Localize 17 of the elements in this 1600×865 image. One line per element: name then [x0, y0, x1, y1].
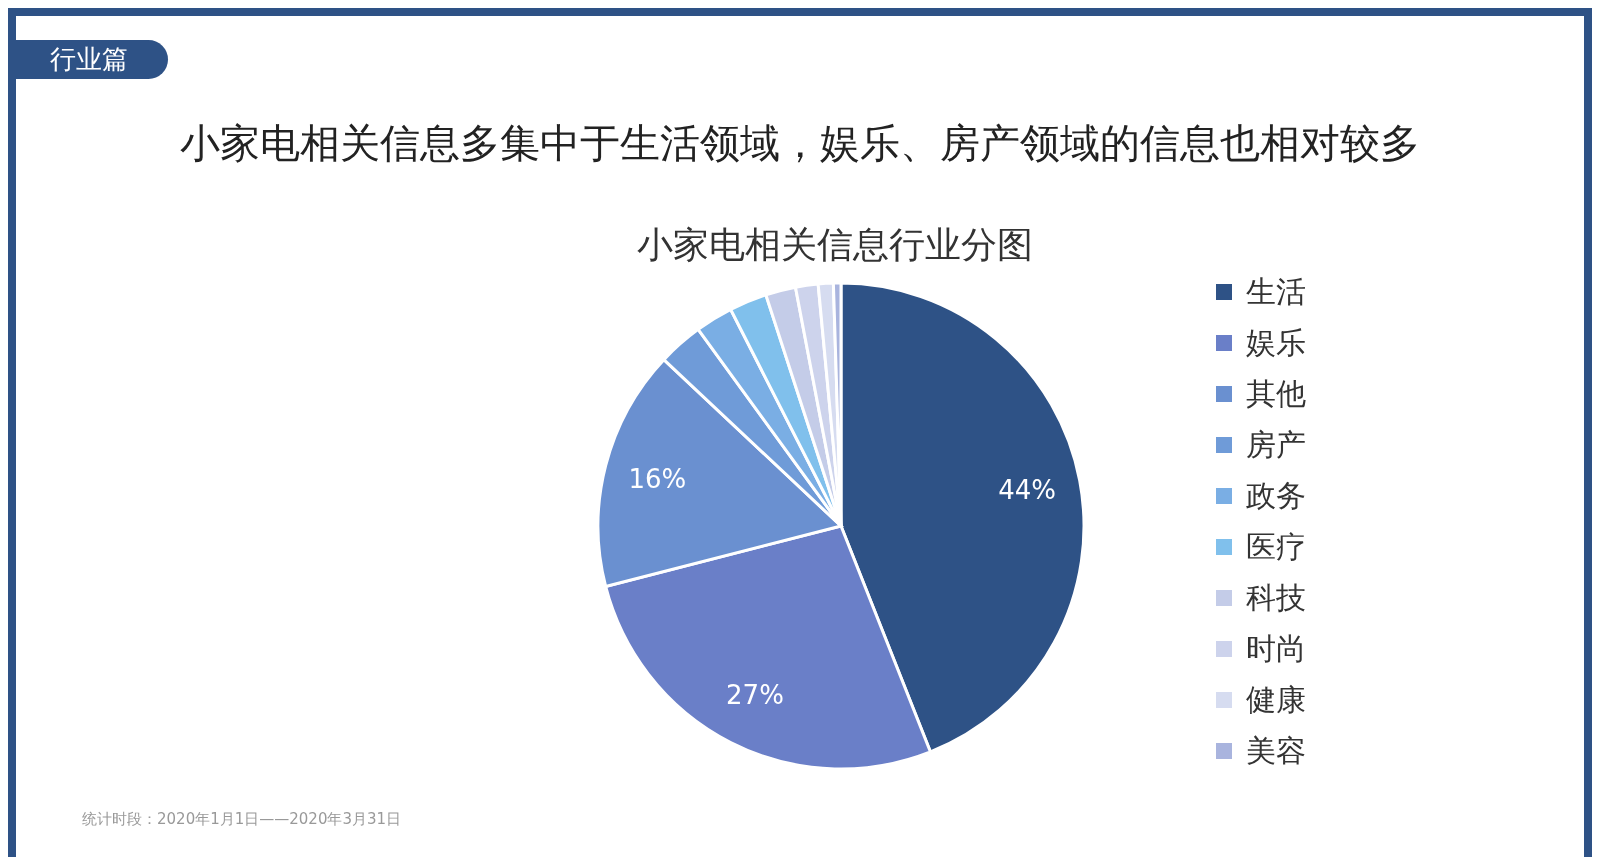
data-label: 44% — [998, 475, 1057, 506]
data-label: 16% — [628, 463, 687, 494]
legend-label: 科技 — [1246, 578, 1306, 617]
legend-label: 生活 — [1246, 272, 1306, 311]
data-label: 27% — [726, 679, 784, 710]
chart-title: 小家电相关信息多集中于生活领域，娱乐、房产领域的信息也相对较多 — [179, 119, 1421, 168]
legend-label: 健康 — [1246, 680, 1306, 719]
text: 统计时段：2020年1月1日——2020年3月31日 — [82, 810, 402, 829]
legend-label: 娱乐 — [1246, 323, 1306, 362]
legend-label: 美容 — [1246, 731, 1306, 770]
legend-label: 时尚 — [1246, 629, 1306, 668]
legend-label: 房产 — [1246, 425, 1306, 464]
text: 行业篇 — [16, 40, 168, 79]
legend-label: 其他 — [1246, 374, 1306, 413]
legend-label: 政务 — [1246, 476, 1306, 515]
legend-label: 医疗 — [1246, 527, 1306, 566]
chart-subtitle: 小家电相关信息行业分图 — [636, 223, 1034, 267]
